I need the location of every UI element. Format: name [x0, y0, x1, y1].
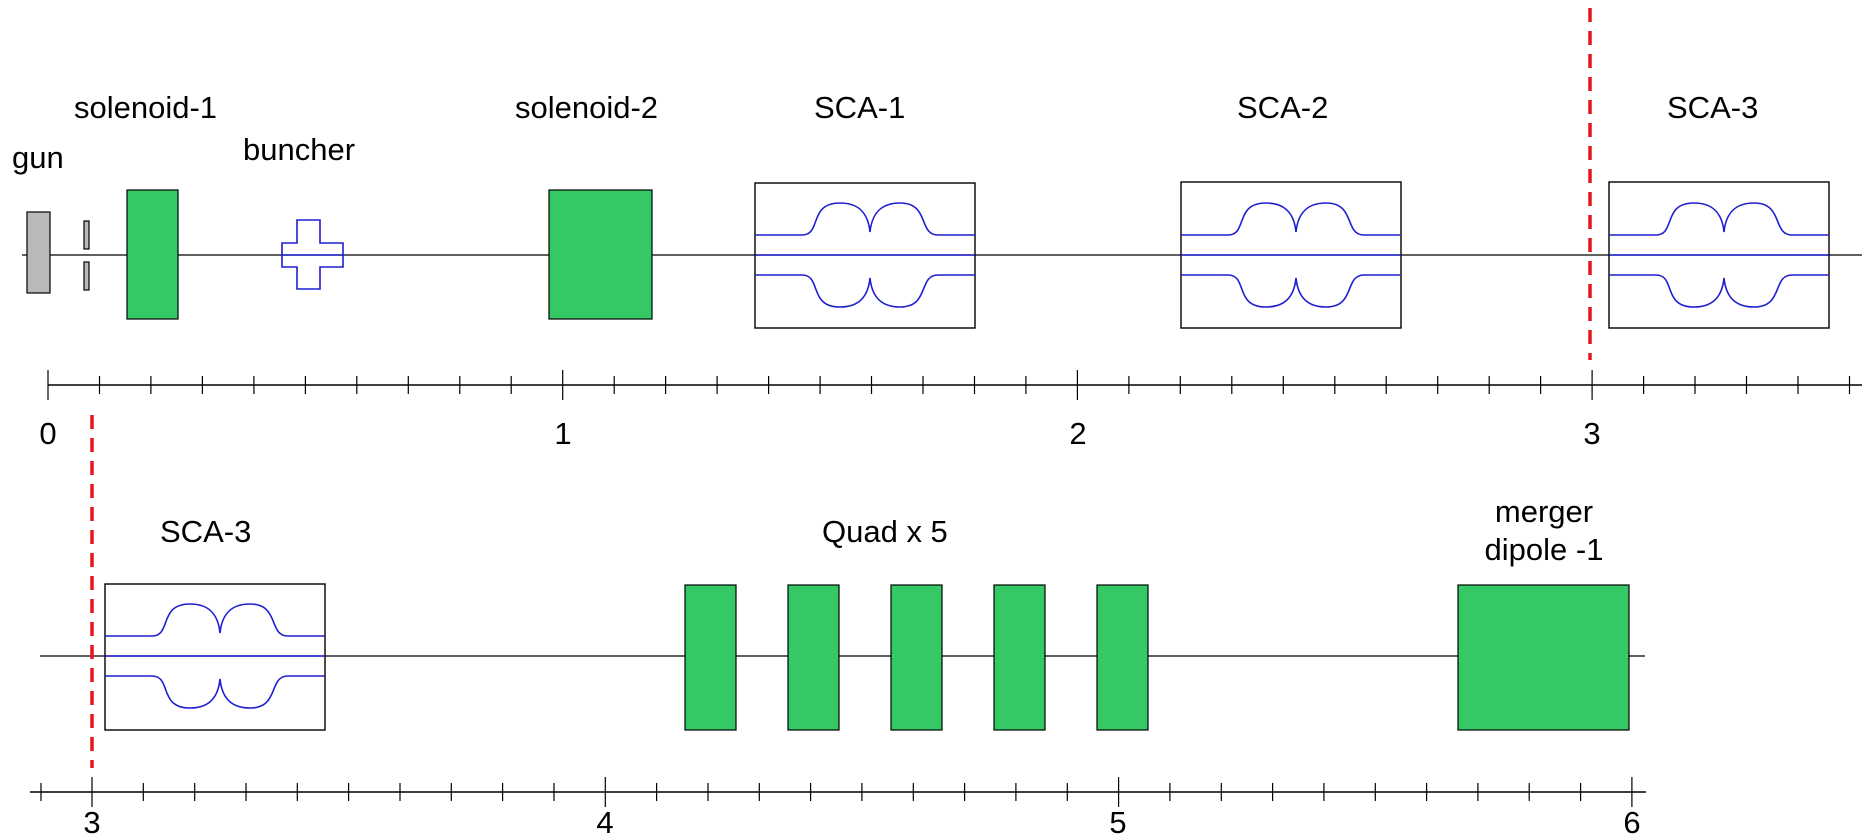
row1-tick-label-3: 3	[1583, 416, 1600, 451]
sca-3-cavity-lower-row2	[105, 675, 325, 709]
merger-label-line1: merger	[1495, 494, 1593, 529]
solenoid-1-magnet	[126, 189, 179, 320]
sca-3-cryomodule-row1	[1608, 181, 1830, 329]
quad-magnet-3	[890, 584, 943, 731]
sca-3-cavity-upper-row1	[1609, 202, 1829, 236]
sca-1-cavity-upper	[755, 202, 975, 236]
sca-1-cavity-lower	[755, 274, 975, 308]
sca-3-label-row1: SCA-3	[1667, 90, 1758, 125]
row2-tick-label-4: 4	[596, 805, 613, 838]
solenoid-1-label: solenoid-1	[74, 90, 217, 125]
quad-magnet-2	[787, 584, 840, 731]
sca-3-cryomodule-row2	[104, 583, 326, 731]
row2-tick-label-3: 3	[83, 805, 100, 838]
quad-label: Quad x 5	[822, 514, 948, 549]
row1-tick-label-1: 1	[554, 416, 571, 451]
quad-magnet-5	[1096, 584, 1149, 731]
row2-axis-ticks	[40, 777, 1633, 807]
row2-tick-label-5: 5	[1109, 805, 1126, 838]
row1-tick-label-2: 2	[1069, 416, 1086, 451]
sca-1-label: SCA-1	[814, 90, 905, 125]
buncher-label: buncher	[243, 132, 355, 167]
row1-axis-ticks	[47, 370, 1851, 400]
sca-3-label-row2: SCA-3	[160, 514, 251, 549]
gun-label: gun	[12, 140, 64, 175]
solenoid-2-label: solenoid-2	[515, 90, 658, 125]
sca-3-box-row2	[104, 583, 326, 731]
merger-dipole-magnet	[1457, 584, 1630, 731]
sca-3-cavity-upper-row2	[105, 603, 325, 637]
sca-2-label: SCA-2	[1237, 90, 1328, 125]
buncher-cavity	[281, 219, 344, 290]
gun-aperture-lower	[83, 261, 90, 291]
quad-magnet-1	[684, 584, 737, 731]
row2-tick-label-6: 6	[1623, 805, 1640, 838]
sca-1-cryomodule	[754, 182, 976, 329]
row1-tick-label-0: 0	[39, 416, 56, 451]
quad-magnet-4	[993, 584, 1046, 731]
sca-2-cavity-upper	[1181, 202, 1401, 236]
solenoid-2-magnet	[548, 189, 653, 320]
merger-label-line2: dipole -1	[1485, 532, 1604, 567]
gun-aperture-upper	[83, 220, 90, 250]
gun-block	[26, 211, 51, 294]
sca-3-cavity-lower-row1	[1609, 274, 1829, 308]
sca-2-cavity-lower	[1181, 274, 1401, 308]
sca-2-cryomodule	[1180, 181, 1402, 329]
